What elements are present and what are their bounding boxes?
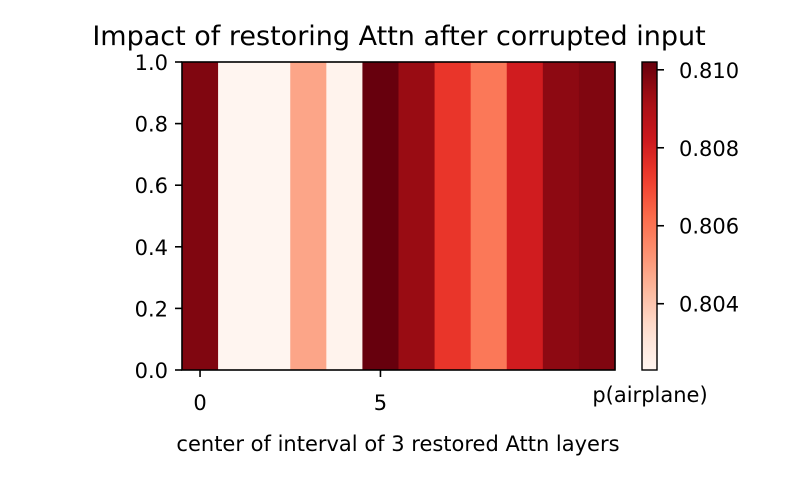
colorbar-tick-label: 0.804	[679, 293, 739, 317]
x-axis-label: center of interval of 3 restored Attn la…	[176, 432, 619, 456]
heatmap-cell	[218, 62, 255, 370]
colorbar-label: p(airplane)	[592, 383, 707, 407]
y-tick-label: 0.0	[135, 359, 168, 383]
heatmap-cell	[326, 62, 364, 370]
y-tick-label: 0.8	[135, 113, 168, 137]
colorbar-ticks: 0.804 0.806 0.808 0.810	[657, 59, 739, 317]
heatmap-cell	[542, 62, 580, 370]
heatmap-cell	[398, 62, 436, 370]
heatmap-cell	[470, 62, 508, 370]
heatmap-cell	[290, 62, 327, 370]
x-tick-label: 5	[374, 391, 387, 415]
y-tick-label: 1.0	[135, 51, 168, 75]
y-tick-label: 0.2	[135, 297, 168, 321]
heatmap-cell	[362, 62, 400, 370]
colorbar-tick-label: 0.806	[679, 215, 739, 239]
y-axis: 0.0 0.2 0.4 0.6 0.8 1.0	[135, 51, 182, 383]
heatmap-cell	[578, 62, 616, 370]
y-tick-label: 0.4	[135, 236, 168, 260]
heatmap-cell	[434, 62, 472, 370]
heatmap-cells	[182, 62, 616, 370]
heatmap-cell	[254, 62, 291, 370]
heatmap-cell	[506, 62, 544, 370]
x-tick-label: 0	[193, 391, 206, 415]
heatmap-cell	[182, 62, 219, 370]
y-tick-label: 0.6	[135, 174, 168, 198]
colorbar	[641, 61, 658, 371]
plot-frame	[181, 61, 616, 371]
colorbar-tick-label: 0.810	[679, 59, 739, 83]
chart-title: Impact of restoring Attn after corrupted…	[92, 21, 705, 52]
colorbar-tick-label: 0.808	[679, 137, 739, 161]
